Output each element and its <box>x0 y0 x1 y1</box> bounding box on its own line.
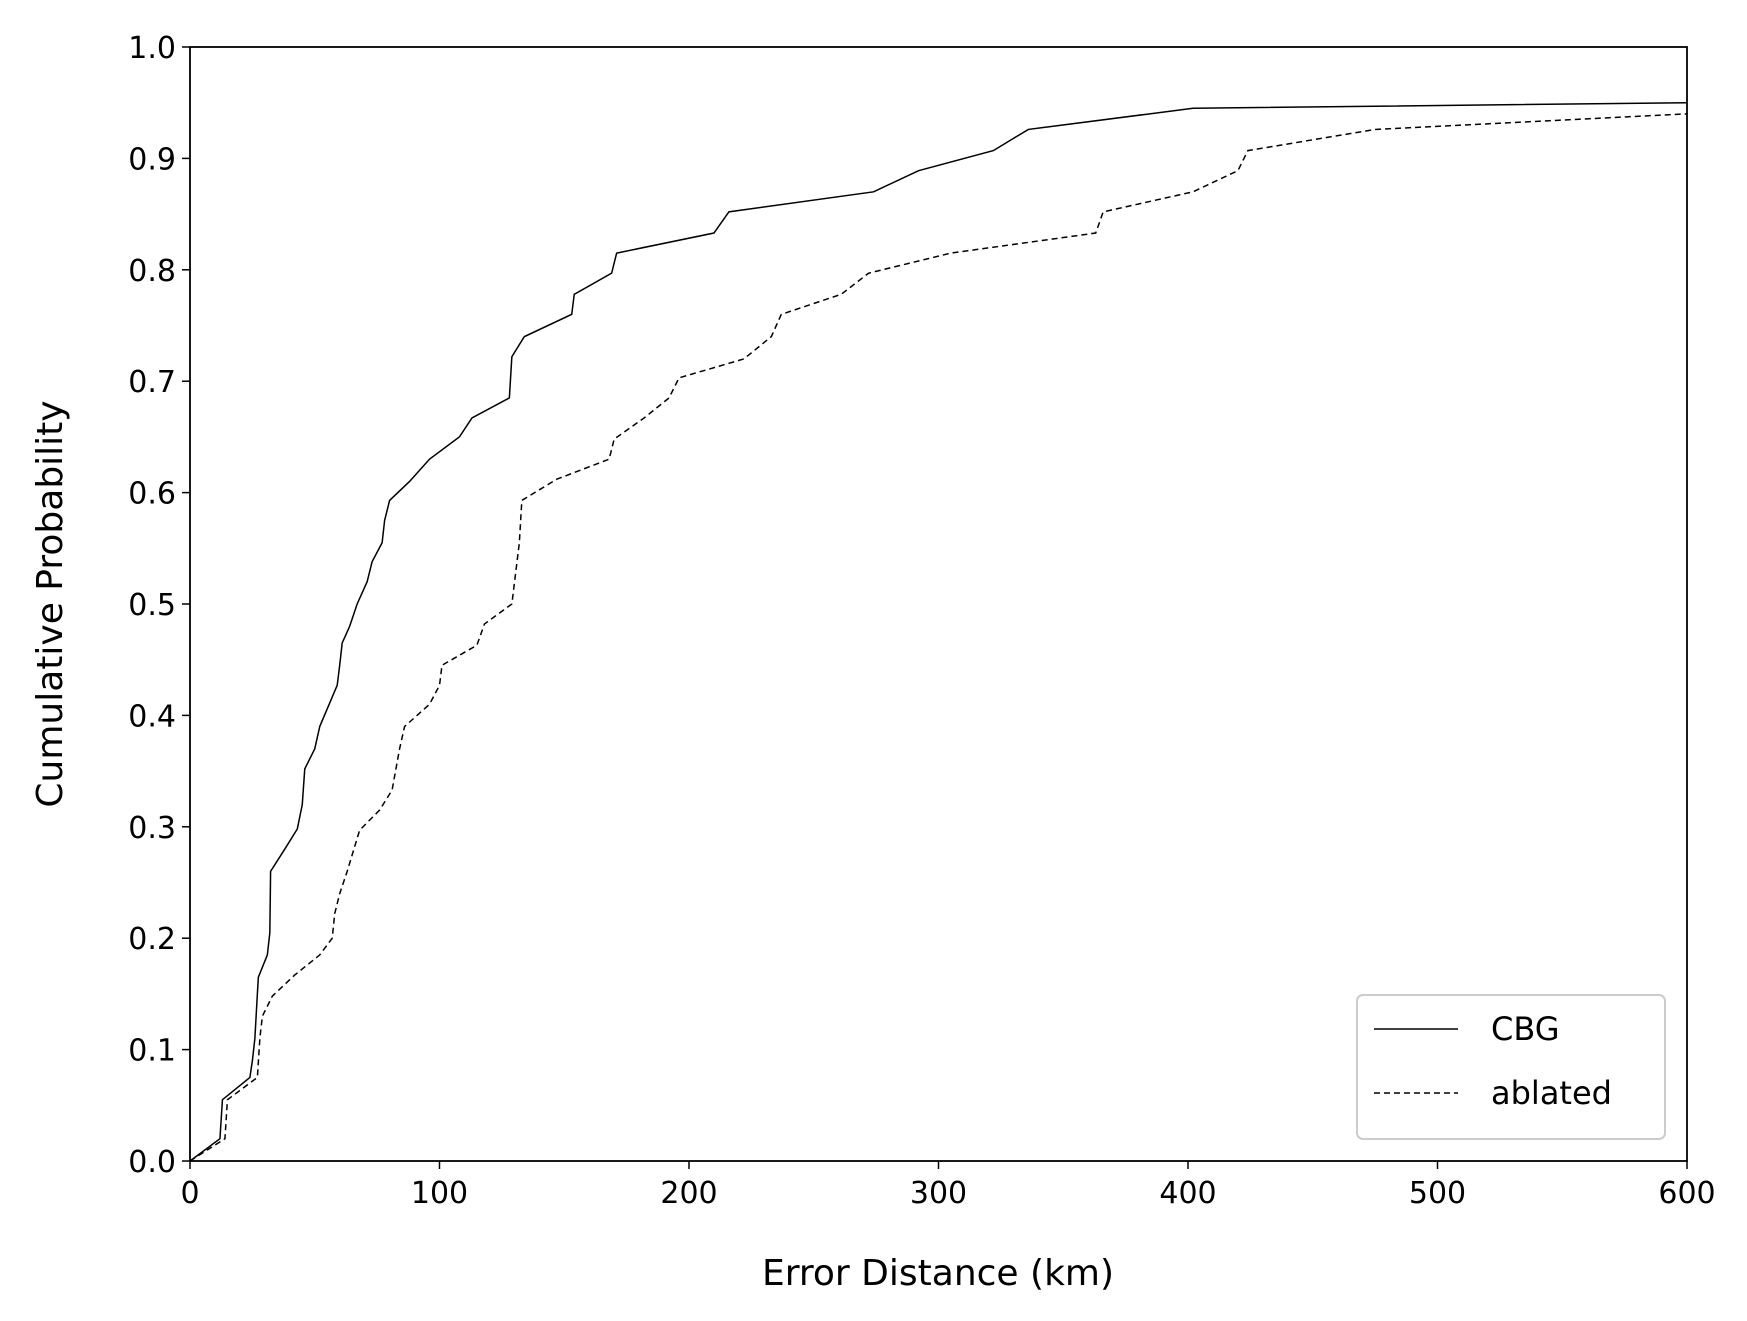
x-tick-label: 200 <box>660 1176 717 1211</box>
y-tick-label: 0.0 <box>128 1145 176 1180</box>
x-axis-label: Error Distance (km) <box>762 1253 1114 1294</box>
y-tick-label: 0.3 <box>128 811 176 846</box>
x-tick-label: 300 <box>910 1176 967 1211</box>
legend-label: CBG <box>1491 1010 1560 1048</box>
y-tick-label: 0.1 <box>128 1034 176 1069</box>
y-tick-label: 0.7 <box>128 365 176 400</box>
y-tick-label: 0.5 <box>128 588 176 623</box>
data-line <box>189 113 1688 1162</box>
y-axis-label: Cumulative Probability <box>30 400 71 807</box>
y-tick-label: 0.9 <box>128 142 176 177</box>
y-tick-label: 0.6 <box>128 477 176 512</box>
x-tick-label: 0 <box>180 1176 199 1211</box>
plot-frame <box>189 46 1688 1162</box>
legend-box <box>1356 994 1666 1140</box>
y-tick-label: 0.4 <box>128 699 176 734</box>
x-tick-label: 400 <box>1159 1176 1216 1211</box>
legend-label: ablated <box>1491 1074 1612 1112</box>
x-tick-label: 500 <box>1409 1176 1466 1211</box>
x-tick-label: 100 <box>411 1176 468 1211</box>
x-tick-label: 600 <box>1658 1176 1715 1211</box>
y-tick-label: 0.8 <box>128 254 176 289</box>
data-line <box>189 101 1688 1162</box>
y-tick-label: 0.2 <box>128 922 176 957</box>
y-tick-label: 1.0 <box>128 31 176 66</box>
